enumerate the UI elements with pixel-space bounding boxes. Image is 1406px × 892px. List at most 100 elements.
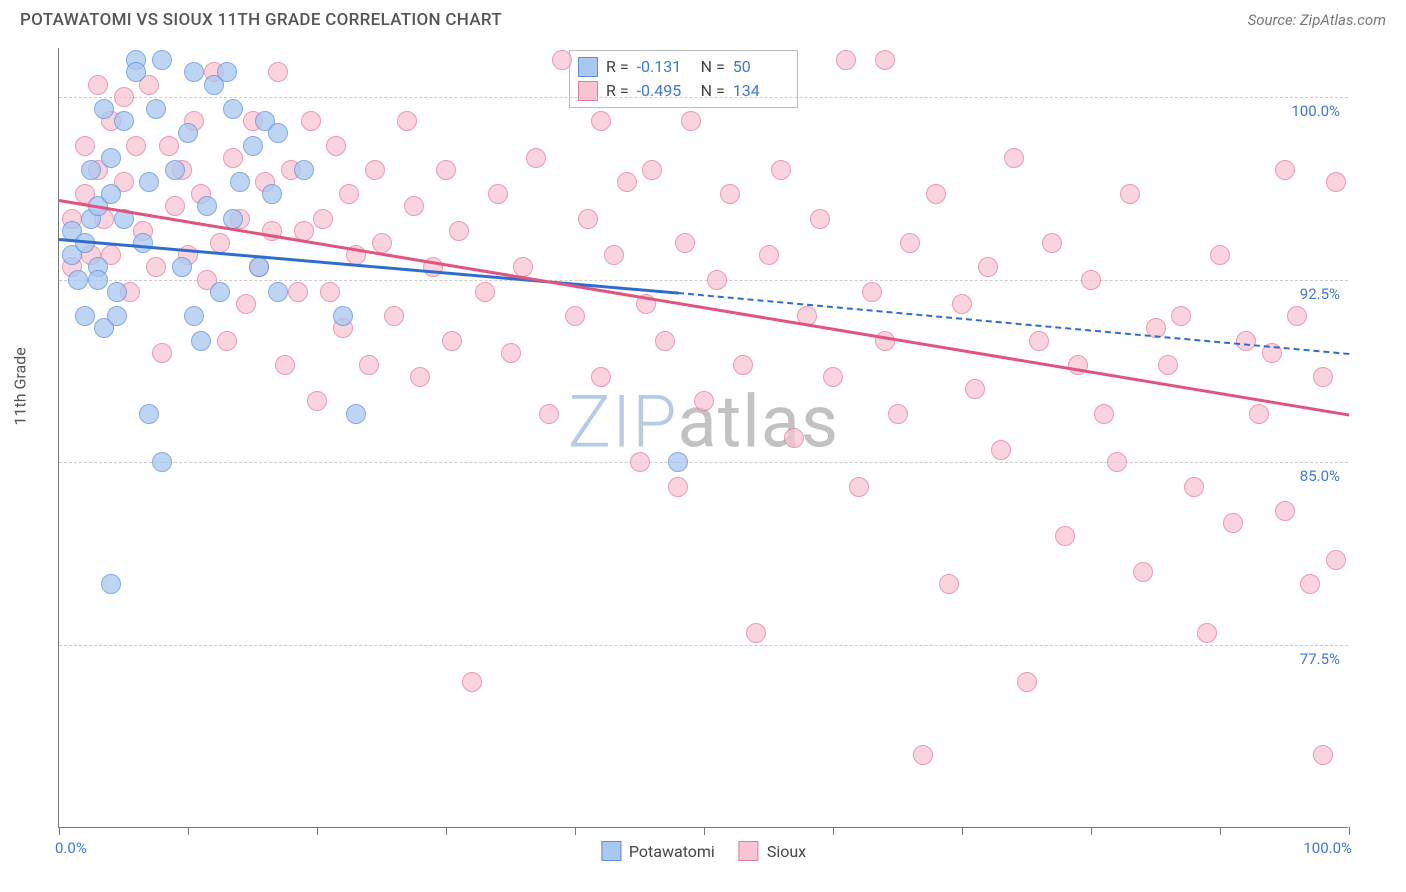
scatter-point — [875, 331, 895, 351]
scatter-point — [733, 355, 753, 375]
scatter-point — [675, 233, 695, 253]
legend-n-value-sioux: 134 — [733, 79, 789, 103]
scatter-point — [88, 270, 108, 290]
scatter-point — [75, 136, 95, 156]
scatter-point — [475, 282, 495, 302]
scatter-point — [823, 367, 843, 387]
legend-swatch-sioux — [578, 81, 598, 101]
y-axis-tick-label: 100.0% — [1291, 102, 1340, 120]
scatter-point — [578, 209, 598, 229]
scatter-point — [372, 233, 392, 253]
scatter-point — [75, 306, 95, 326]
scatter-point — [114, 111, 134, 131]
scatter-point — [1081, 270, 1101, 290]
scatter-point — [746, 623, 766, 643]
scatter-point — [888, 404, 908, 424]
legend-r-value-potawatomi: -0.131 — [637, 55, 693, 79]
scatter-point — [152, 50, 172, 70]
scatter-point — [217, 62, 237, 82]
x-axis-tick — [704, 827, 705, 835]
legend-r-label: R = — [606, 55, 629, 79]
scatter-point — [346, 404, 366, 424]
scatter-point — [107, 306, 127, 326]
scatter-point — [333, 306, 353, 326]
legend-item-potawatomi: Potawatomi — [601, 841, 715, 861]
y-axis-title: 11th Grade — [11, 347, 30, 425]
scatter-point — [139, 404, 159, 424]
legend-n-label: N = — [701, 79, 725, 103]
scatter-point — [1042, 233, 1062, 253]
scatter-point — [720, 184, 740, 204]
scatter-point — [197, 196, 217, 216]
scatter-point — [591, 111, 611, 131]
legend-stats-row: R = -0.495 N = 134 — [578, 79, 789, 103]
scatter-point — [178, 123, 198, 143]
x-axis-tick — [59, 827, 60, 835]
scatter-point — [288, 282, 308, 302]
x-axis-max-label: 100.0% — [1303, 839, 1352, 857]
scatter-point — [604, 245, 624, 265]
scatter-point — [707, 270, 727, 290]
scatter-point — [326, 136, 346, 156]
scatter-point — [1210, 245, 1230, 265]
scatter-point — [307, 391, 327, 411]
scatter-point — [268, 282, 288, 302]
scatter-point — [384, 306, 404, 326]
scatter-point — [159, 136, 179, 156]
scatter-point — [1313, 745, 1333, 765]
scatter-point — [1287, 306, 1307, 326]
legend-r-value-sioux: -0.495 — [637, 79, 693, 103]
scatter-point — [1171, 306, 1191, 326]
x-axis-tick — [833, 827, 834, 835]
scatter-point — [1094, 404, 1114, 424]
scatter-point — [462, 672, 482, 692]
scatter-point — [552, 50, 572, 70]
legend-label: Sioux — [767, 842, 806, 861]
x-axis-tick — [1349, 827, 1350, 835]
legend-n-value-potawatomi: 50 — [733, 55, 789, 79]
scatter-point — [913, 745, 933, 765]
scatter-point — [1300, 574, 1320, 594]
scatter-point — [107, 282, 127, 302]
scatter-point — [1223, 513, 1243, 533]
scatter-point — [146, 257, 166, 277]
scatter-point — [991, 440, 1011, 460]
scatter-point — [565, 306, 585, 326]
scatter-point — [849, 477, 869, 497]
scatter-point — [836, 50, 856, 70]
scatter-point — [301, 111, 321, 131]
scatter-point — [230, 172, 250, 192]
scatter-point — [642, 160, 662, 180]
y-axis-tick-label: 92.5% — [1300, 285, 1340, 303]
gridline — [59, 645, 1348, 646]
scatter-point — [1326, 550, 1346, 570]
scatter-point — [759, 245, 779, 265]
scatter-point — [1107, 452, 1127, 472]
scatter-point — [268, 62, 288, 82]
scatter-point — [152, 452, 172, 472]
legend-swatch-potawatomi — [578, 57, 598, 77]
scatter-point — [172, 257, 192, 277]
scatter-point — [397, 111, 417, 131]
scatter-point — [262, 184, 282, 204]
scatter-point — [184, 306, 204, 326]
source-label: Source: ZipAtlas.com — [1248, 11, 1386, 29]
chart-header: POTAWATOMI VS SIOUX 11TH GRADE CORRELATI… — [0, 0, 1406, 36]
scatter-point — [217, 331, 237, 351]
scatter-point — [294, 160, 314, 180]
scatter-point — [210, 233, 230, 253]
gridline — [59, 97, 1348, 98]
trend-line-dashed — [678, 292, 1349, 355]
scatter-point — [146, 99, 166, 119]
scatter-point — [210, 282, 230, 302]
scatter-point — [952, 294, 972, 314]
scatter-point — [81, 160, 101, 180]
scatter-point — [101, 148, 121, 168]
scatter-point — [810, 209, 830, 229]
scatter-point — [681, 111, 701, 131]
scatter-point — [1158, 355, 1178, 375]
x-axis-tick — [962, 827, 963, 835]
scatter-point — [152, 343, 172, 363]
y-axis-tick-label: 77.5% — [1300, 650, 1340, 668]
legend-swatch-sioux — [739, 841, 759, 861]
